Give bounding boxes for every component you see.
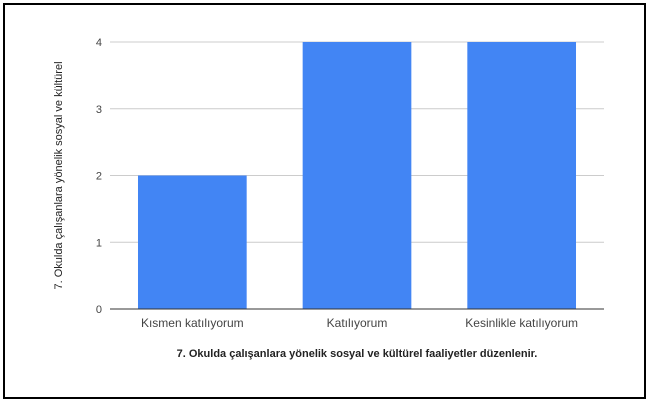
x-tick-label: Katılıyorum bbox=[327, 316, 388, 330]
x-tick-label: Kesinlikle katılıyorum bbox=[465, 316, 578, 330]
y-axis-title: 7. Okulda çalışanlara yönelik sosyal ve … bbox=[53, 61, 65, 289]
bars bbox=[137, 42, 577, 309]
y-tick-label: 4 bbox=[96, 37, 102, 49]
y-tick-label: 0 bbox=[96, 304, 102, 316]
x-tick-label: Kısmen katılıyorum bbox=[141, 316, 244, 330]
x-axis-title: 7. Okulda çalışanlara yönelik sosyal ve … bbox=[177, 348, 538, 360]
bar bbox=[467, 42, 577, 309]
bar bbox=[137, 175, 247, 309]
x-axis-ticks: Kısmen katılıyorum Katılıyorum Kesinlikle … bbox=[141, 316, 578, 330]
y-axis-ticks: 0 1 2 3 4 bbox=[96, 37, 102, 316]
y-tick-label: 1 bbox=[96, 237, 102, 249]
bar bbox=[302, 42, 412, 309]
y-tick-label: 3 bbox=[96, 104, 102, 116]
y-tick-label: 2 bbox=[96, 171, 102, 183]
